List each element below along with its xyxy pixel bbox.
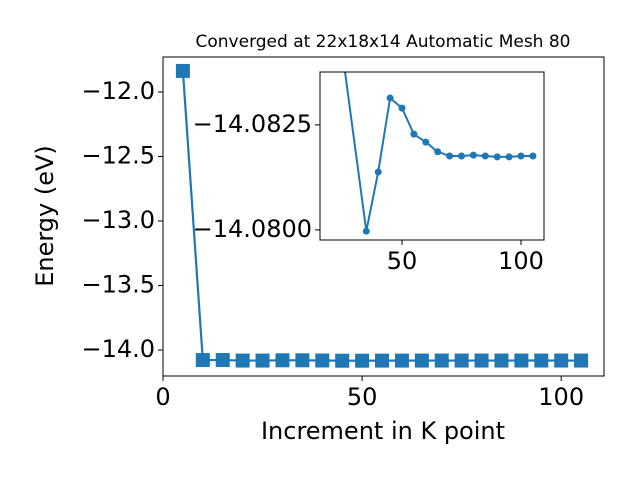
- marker: [505, 153, 513, 161]
- marker: [434, 353, 449, 368]
- marker: [458, 152, 466, 160]
- axes-frame: [319, 71, 545, 241]
- marker: [517, 152, 525, 160]
- y-tick-label: −14.0800: [193, 215, 312, 243]
- marker: [362, 227, 370, 235]
- x-tick-label: 50: [387, 247, 418, 275]
- marker: [175, 63, 190, 78]
- marker: [355, 353, 370, 368]
- marker: [469, 151, 477, 159]
- plot-area: [175, 63, 589, 368]
- y-tick-label: −13.0: [81, 206, 155, 234]
- marker: [481, 152, 489, 160]
- series-line: [344, 72, 533, 232]
- x-tick-label: 100: [538, 383, 584, 411]
- marker: [410, 130, 418, 138]
- marker: [394, 353, 409, 368]
- marker: [398, 104, 406, 112]
- axes-frame: [162, 56, 605, 377]
- x-tick-label: 0: [155, 383, 170, 411]
- marker: [375, 353, 390, 368]
- marker: [275, 353, 290, 368]
- marker: [195, 353, 210, 368]
- marker: [374, 168, 382, 176]
- marker: [235, 353, 250, 368]
- y-tick-label: −12.0: [81, 77, 155, 105]
- chart-title: Converged at 22x18x14 Automatic Mesh 80: [196, 32, 571, 52]
- marker: [529, 152, 537, 160]
- y-tick-label: −14.0825: [193, 110, 312, 138]
- y-tick-label: −13.5: [81, 270, 155, 298]
- x-tick-label: 100: [498, 247, 544, 275]
- marker: [295, 353, 310, 368]
- marker: [494, 353, 509, 368]
- y-tick-label: −12.5: [81, 141, 155, 169]
- marker: [255, 353, 270, 368]
- marker: [454, 353, 469, 368]
- marker: [574, 353, 589, 368]
- x-tick-label: 50: [347, 383, 378, 411]
- marker: [414, 353, 429, 368]
- marker: [534, 353, 549, 368]
- marker: [386, 94, 394, 102]
- marker: [315, 353, 330, 368]
- marker: [434, 148, 442, 156]
- marker: [493, 153, 501, 161]
- marker: [335, 353, 350, 368]
- marker: [422, 138, 430, 146]
- plot-area: [344, 72, 537, 235]
- x-axis-label: Increment in K point: [261, 417, 505, 445]
- marker: [215, 353, 230, 368]
- marker: [514, 353, 529, 368]
- marker: [446, 152, 454, 160]
- y-tick-label: −14.0: [81, 335, 155, 363]
- marker: [554, 353, 569, 368]
- y-axis-label: Energy (eV): [31, 145, 59, 287]
- marker: [474, 353, 489, 368]
